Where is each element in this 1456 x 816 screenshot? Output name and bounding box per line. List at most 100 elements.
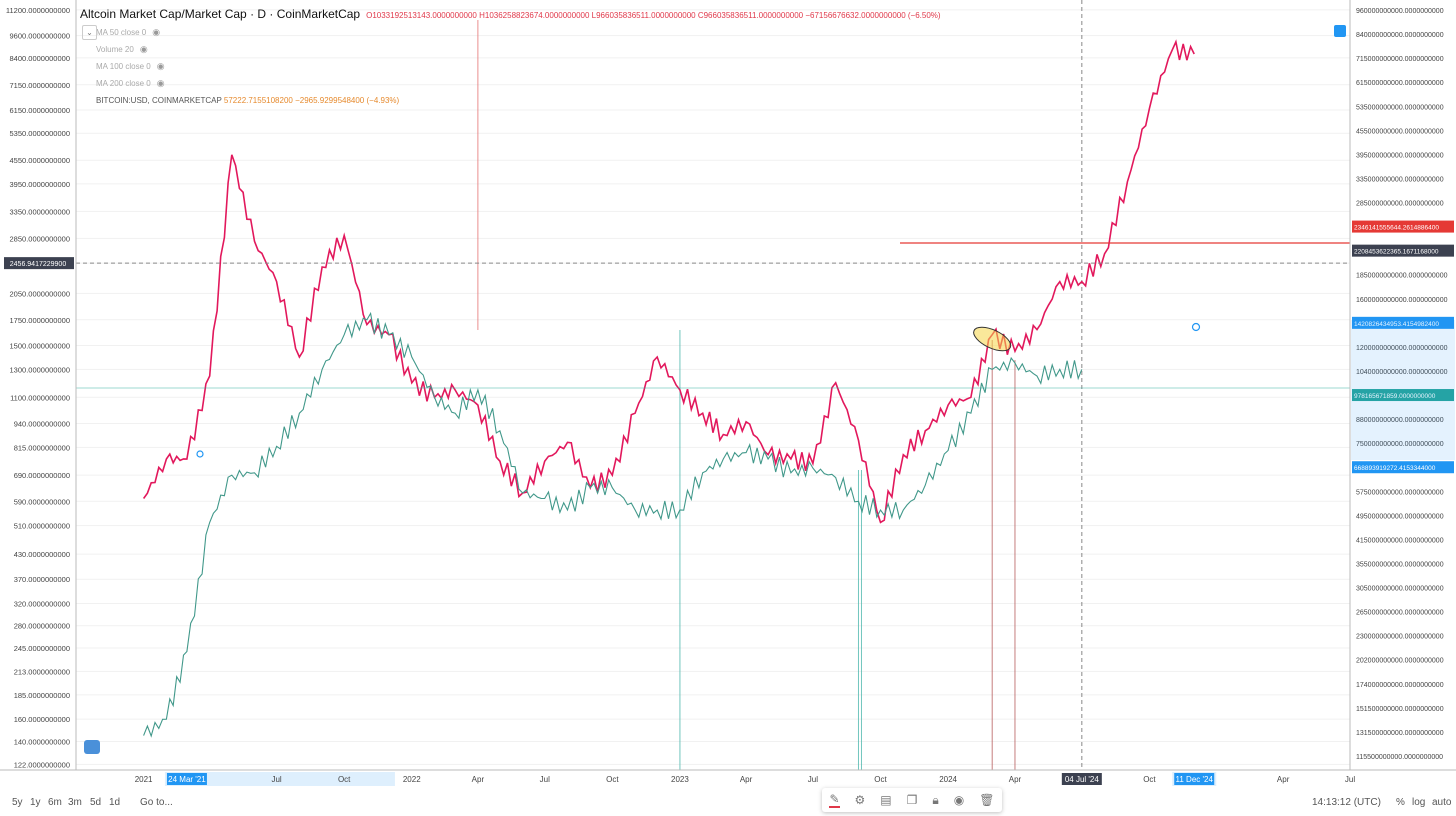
left-tick-label: 7150.0000000000 — [10, 81, 70, 90]
time-tick-label: Jul — [540, 775, 550, 784]
left-tick-label: 2050.0000000000 — [10, 289, 70, 298]
left-tick-label: 3350.0000000000 — [10, 207, 70, 216]
left-tick-label: 1300.0000000000 — [10, 365, 70, 374]
eye-icon[interactable]: ◉ — [953, 793, 965, 807]
right-tick-label: 285000000000.0000000000 — [1356, 201, 1444, 208]
right-tick-label: 615000000000.0000000000 — [1356, 80, 1444, 87]
drawing-handle — [1191, 322, 1201, 332]
ellipse-annotation — [973, 326, 1012, 352]
time-tag — [166, 773, 207, 785]
drawing-handle — [196, 450, 204, 458]
left-tick-label: 1500.0000000000 — [10, 342, 70, 351]
right-tick-label: 840000000000.0000000000 — [1356, 32, 1444, 39]
right-tick-label: 335000000000.0000000000 — [1356, 176, 1444, 183]
eye-icon[interactable]: ◉ — [152, 27, 161, 37]
left-tick-label: 8400.0000000000 — [10, 54, 70, 63]
gear-icon[interactable]: ⚙ — [854, 793, 866, 807]
time-tick-label: 2024 — [939, 775, 957, 784]
right-tick-label: 202000000000.0000000000 — [1356, 658, 1444, 665]
time-tick-label: Jul — [271, 775, 281, 784]
goto-button[interactable]: Go to... — [140, 797, 173, 808]
indicator-ma50[interactable]: MA 50 close 0 ◉ — [96, 24, 941, 41]
right-tick-label: 230000000000.0000000000 — [1356, 634, 1444, 641]
left-tick-label: 940.0000000000 — [14, 420, 70, 429]
right-tick-label: 535000000000.0000000000 — [1356, 104, 1444, 111]
left-tick-label: 815.0000000000 — [14, 443, 70, 452]
left-tick-label: 2456.9417229900 — [10, 261, 67, 268]
right-tick-label: 1200000000000.0000000000 — [1356, 345, 1448, 352]
time-tick-label: Jul — [808, 775, 818, 784]
ohlc-values: O1033192513143.0000000000 H1036258823674… — [366, 11, 941, 20]
time-tick-label: Oct — [1143, 775, 1156, 784]
copy-icon[interactable]: ❐ — [906, 793, 918, 807]
series-line-altcoin — [142, 39, 1195, 524]
percent-toggle[interactable]: % — [1396, 797, 1405, 808]
time-tick-label: 2022 — [403, 775, 421, 784]
bottom-toolbar: 5y 1y 6m 3m 5d 1d Go to... 14:13:12 (UTC… — [0, 788, 1456, 816]
left-tick-label: 122.0000000000 — [14, 760, 70, 769]
left-tick-label: 6150.0000000000 — [10, 106, 70, 115]
left-tick-label: 370.0000000000 — [14, 575, 70, 584]
right-tick-label: 750000000000.0000000000 — [1356, 441, 1444, 448]
lock-icon[interactable]: 🔒︎ — [932, 792, 939, 807]
template-icon[interactable]: ▤ — [880, 793, 892, 807]
left-tick-label: 510.0000000000 — [14, 522, 70, 531]
left-tick-label: 690.0000000000 — [14, 471, 70, 480]
time-tick-label: 2023 — [671, 775, 689, 784]
left-tick-label: 430.0000000000 — [14, 550, 70, 559]
range-1y[interactable]: 1y — [30, 797, 41, 808]
eye-icon[interactable]: ◉ — [156, 61, 165, 71]
right-tick-label: 115500000000.0000000000 — [1356, 754, 1443, 761]
logo-icon — [84, 740, 100, 754]
right-tick-label: 978165671859.0000000000 — [1354, 393, 1436, 400]
left-tick-label: 9600.0000000000 — [10, 32, 70, 41]
left-tick-label: 245.0000000000 — [14, 644, 70, 653]
eye-icon[interactable]: ◉ — [156, 78, 165, 88]
right-tick-label: 1040000000000.0000000000 — [1356, 369, 1448, 376]
left-tick-label: 5350.0000000000 — [10, 129, 70, 138]
crosshair-price-tag — [4, 257, 74, 270]
eye-icon[interactable]: ◉ — [139, 44, 148, 54]
auto-toggle[interactable]: auto — [1432, 797, 1452, 808]
left-tick-label: 213.0000000000 — [14, 667, 70, 676]
time-tick-label: Oct — [338, 775, 351, 784]
trash-icon[interactable]: 🗑︎ — [979, 793, 995, 807]
right-tick-label: 415000000000.0000000000 — [1356, 537, 1444, 544]
right-tick-label: 960000000000.0000000000 — [1356, 8, 1444, 15]
right-tick-label: 355000000000.0000000000 — [1356, 561, 1444, 568]
chart-title: Altcoin Market Cap/Market Cap · D · Coin… — [80, 7, 361, 21]
log-toggle[interactable]: log — [1412, 797, 1426, 808]
right-tick-label: 1420826434953.4154982400 — [1354, 321, 1439, 328]
right-tick-label: 2346141555644.2614886400 — [1354, 225, 1439, 232]
range-3m[interactable]: 3m — [68, 797, 82, 808]
right-tick-label: 174000000000.0000000000 — [1356, 682, 1444, 689]
time-tick-label: Apr — [740, 775, 753, 784]
range-1d[interactable]: 1d — [109, 797, 121, 808]
left-tick-label: 2850.0000000000 — [10, 234, 70, 243]
right-price-tag — [1352, 389, 1454, 402]
time-tick-label: 24 Mar '21 — [168, 775, 206, 784]
right-axis-selection — [1351, 320, 1455, 460]
collapse-chevron-icon[interactable]: ⌄ — [82, 25, 97, 40]
indicator-ma100[interactable]: MA 100 close 0 ◉ — [96, 58, 941, 75]
right-tick-label: 395000000000.0000000000 — [1356, 152, 1444, 159]
indicator-ma200[interactable]: MA 200 close 0 ◉ — [96, 75, 941, 92]
left-tick-label: 11200.0000000000 — [6, 6, 70, 15]
left-tick-label: 185.0000000000 — [14, 691, 70, 700]
paint-icon[interactable]: ✎ — [829, 792, 840, 808]
left-tick-label: 280.0000000000 — [14, 622, 70, 631]
right-tick-label: 265000000000.0000000000 — [1356, 610, 1444, 617]
right-price-tag — [1352, 461, 1454, 474]
right-price-tag — [1352, 316, 1454, 329]
range-5d[interactable]: 5d — [90, 797, 102, 808]
right-price-tag — [1352, 244, 1454, 257]
settings-icon[interactable] — [1334, 25, 1346, 37]
right-tick-label: 305000000000.0000000000 — [1356, 586, 1444, 593]
time-tick-label: Apr — [472, 775, 485, 784]
time-tag — [1174, 773, 1215, 785]
right-tick-label: 151500000000.0000000000 — [1356, 706, 1444, 713]
range-6m[interactable]: 6m — [48, 797, 62, 808]
indicator-volume[interactable]: Volume 20 ◉ — [96, 41, 941, 58]
range-5y[interactable]: 5y — [12, 797, 23, 808]
